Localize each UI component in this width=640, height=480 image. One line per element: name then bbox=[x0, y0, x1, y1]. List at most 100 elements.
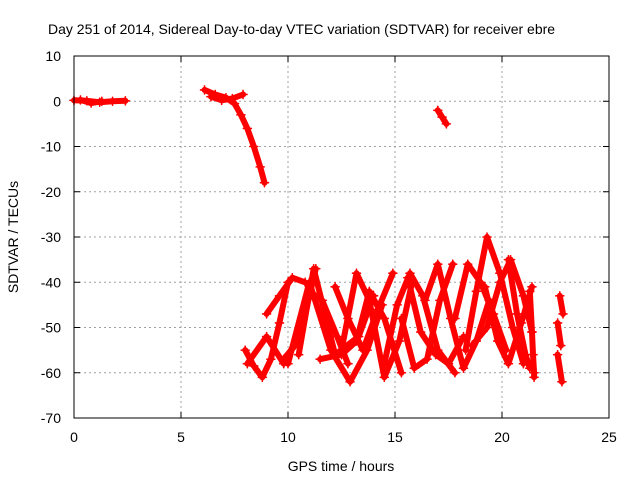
data-point bbox=[330, 281, 340, 292]
data-point bbox=[529, 372, 539, 383]
data-point bbox=[492, 336, 503, 346]
series-trace bbox=[242, 279, 291, 381]
data-series-arc-r bbox=[503, 254, 535, 374]
data-series-arc-a bbox=[240, 277, 293, 383]
data-point bbox=[206, 91, 216, 102]
plot-frame bbox=[73, 55, 610, 419]
data-point bbox=[520, 349, 531, 360]
data-point bbox=[373, 304, 383, 315]
data-point bbox=[216, 95, 227, 106]
data-point bbox=[430, 349, 441, 360]
data-point bbox=[248, 361, 259, 371]
data-point bbox=[443, 358, 454, 369]
data-point bbox=[482, 232, 492, 242]
data-point bbox=[343, 358, 353, 369]
data-point bbox=[287, 272, 298, 283]
data-point bbox=[482, 322, 492, 333]
data-point bbox=[266, 354, 276, 364]
x-tick-label: 15 bbox=[387, 429, 403, 445]
data-point bbox=[512, 309, 522, 319]
data-point bbox=[261, 309, 272, 319]
data-point bbox=[343, 313, 353, 324]
data-point bbox=[332, 331, 343, 342]
data-point bbox=[315, 354, 325, 364]
data-series-arc-i bbox=[330, 268, 398, 355]
y-tick-label: -40 bbox=[41, 274, 61, 290]
data-point bbox=[467, 340, 477, 351]
data-series-arc-g bbox=[315, 286, 407, 378]
series-trace bbox=[381, 270, 458, 376]
data-point bbox=[351, 268, 362, 278]
data-point bbox=[462, 259, 473, 269]
data-point bbox=[293, 349, 304, 360]
data-point bbox=[379, 313, 390, 324]
series-trace bbox=[462, 234, 527, 367]
data-point bbox=[450, 367, 460, 378]
data-point bbox=[379, 372, 390, 383]
y-tick-label: -20 bbox=[41, 184, 61, 200]
y-axis-label: SDTVAR / TECUs bbox=[5, 181, 21, 293]
data-point bbox=[227, 93, 238, 104]
series-trace bbox=[285, 279, 386, 385]
data-point bbox=[257, 372, 268, 383]
data-point bbox=[420, 295, 430, 306]
data-point bbox=[552, 349, 563, 360]
series-trace bbox=[338, 270, 416, 381]
data-point bbox=[75, 95, 86, 105]
data-point bbox=[422, 354, 432, 364]
data-point bbox=[274, 291, 285, 301]
x-tick-label: 10 bbox=[280, 429, 296, 445]
data-point bbox=[507, 322, 518, 333]
data-point bbox=[460, 345, 471, 355]
data-point bbox=[388, 268, 398, 278]
data-series-layer bbox=[69, 85, 568, 387]
axis-ticks: 0 5 10 15 20 25 10 0 -10 -20 -30 -40 -50 -60 -70 bbox=[41, 48, 617, 445]
data-point bbox=[358, 345, 368, 355]
data-point bbox=[435, 295, 445, 306]
y-tick-label: -50 bbox=[41, 320, 61, 336]
data-series-arc-s bbox=[554, 291, 568, 319]
y-tick-label: 10 bbox=[45, 48, 61, 64]
data-point bbox=[525, 286, 535, 297]
data-point bbox=[518, 291, 529, 301]
chart-title: Day 251 of 2014, Sidereal Day-to-day VTE… bbox=[48, 21, 555, 37]
data-point bbox=[242, 358, 253, 369]
data-point bbox=[450, 313, 460, 324]
data-series-arc-short-17 bbox=[433, 105, 452, 129]
data-point bbox=[558, 309, 568, 319]
data-point bbox=[556, 340, 566, 351]
data-point bbox=[236, 110, 246, 120]
data-series-dots bbox=[525, 286, 539, 383]
data-point bbox=[527, 327, 537, 337]
data-point bbox=[394, 336, 405, 346]
series-trace bbox=[554, 351, 565, 385]
y-tick-label: 0 bbox=[53, 93, 61, 109]
data-series-arc-morning-2 bbox=[206, 89, 248, 106]
data-series-arc-t bbox=[552, 318, 566, 351]
x-axis-label: GPS time / hours bbox=[288, 458, 395, 474]
data-point bbox=[437, 112, 447, 122]
y-tick-label: -10 bbox=[41, 139, 61, 155]
data-point bbox=[240, 345, 250, 355]
data-point bbox=[415, 327, 426, 337]
data-point bbox=[396, 367, 407, 378]
data-point bbox=[480, 281, 490, 292]
data-point bbox=[261, 331, 272, 342]
data-series-arc-l bbox=[403, 272, 469, 369]
data-point bbox=[396, 313, 407, 324]
data-point bbox=[274, 318, 285, 328]
series-trace bbox=[208, 91, 247, 104]
y-tick-label: -70 bbox=[41, 410, 61, 426]
x-tick-label: 5 bbox=[177, 429, 185, 445]
x-tick-label: 20 bbox=[494, 429, 510, 445]
data-point bbox=[458, 363, 469, 374]
series-trace bbox=[505, 256, 533, 372]
y-tick-label: -60 bbox=[41, 365, 61, 381]
data-point bbox=[433, 259, 443, 269]
x-tick-label: 0 bbox=[70, 429, 78, 445]
data-point bbox=[557, 377, 567, 387]
data-point bbox=[495, 277, 505, 288]
data-point bbox=[392, 300, 402, 310]
data-point bbox=[364, 295, 375, 306]
